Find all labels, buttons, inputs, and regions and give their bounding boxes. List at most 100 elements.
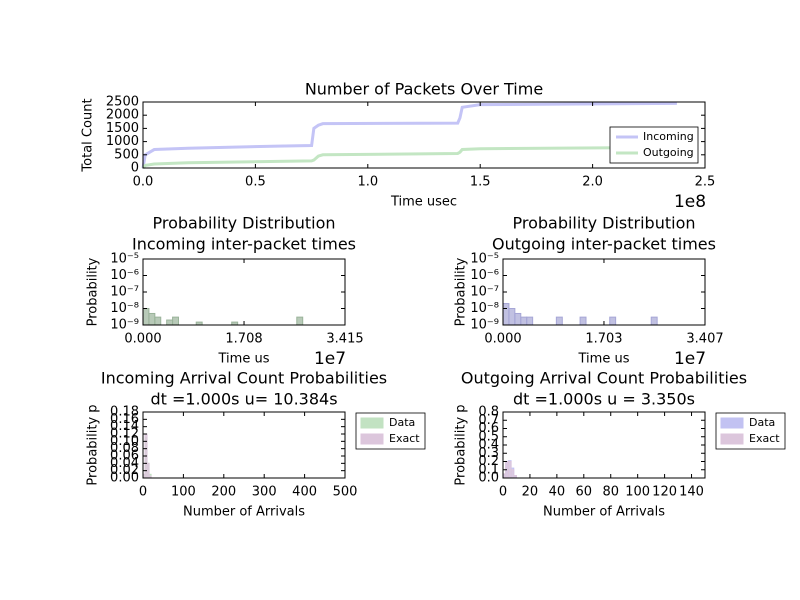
x-tick-label: 100 (625, 485, 650, 500)
y-tick-label: 0.08 (110, 441, 139, 456)
y-tick-label: 10⁻⁶ (110, 268, 139, 283)
y-axis-label: Probability p (454, 404, 469, 485)
x-tick-label: 80 (602, 485, 619, 500)
y-tick-label: 0.06 (110, 449, 139, 464)
axes-frame (502, 411, 706, 479)
x-tick-label: 2.0 (582, 175, 603, 190)
legend-swatch (360, 433, 384, 445)
legend-label: Outgoing (643, 146, 694, 159)
y-tick-label: 2000 (106, 108, 139, 123)
hist-bar (514, 312, 522, 326)
y-axis-label: Probability (454, 257, 469, 326)
chart-title: Outgoing Arrival Count Probabilities (461, 369, 747, 388)
hist-bar (166, 319, 174, 326)
x-tick-label: 0.000 (124, 332, 161, 347)
chart-title: Probability Distribution (512, 214, 695, 233)
x-tick-label: 1.5 (470, 175, 491, 190)
data-line (141, 101, 677, 169)
hist-bar (508, 308, 516, 326)
y-tick-label: 10⁻⁹ (110, 318, 139, 333)
x-axis-label: Number of Arrivals (183, 505, 305, 520)
y-tick-label: 10⁻⁷ (470, 285, 499, 300)
x-tick-label: 300 (252, 485, 277, 500)
legend-label: Data (389, 416, 415, 429)
y-tick-label: 0.5 (478, 429, 499, 444)
legend-label: Exact (749, 432, 780, 445)
x-tick-label: 140 (679, 485, 704, 500)
axes-frame (502, 258, 706, 326)
y-tick-label: 0.10 (110, 434, 139, 449)
y-tick-label: 10⁻⁸ (110, 301, 139, 316)
x-offset-label: 1e7 (314, 349, 346, 369)
x-tick-label: 0.000 (484, 332, 521, 347)
y-tick-label: 0.02 (110, 463, 139, 478)
hist-bar (650, 316, 658, 326)
y-tick-label: 0.14 (110, 419, 139, 434)
hist-bar (148, 312, 156, 326)
hist-bar (502, 303, 510, 326)
y-tick-label: 0.12 (110, 427, 139, 442)
chart-subtitle: dt =1.000s u= 10.384s (150, 390, 337, 409)
y-tick-label: 0.3 (478, 446, 499, 461)
y-tick-label: 0.6 (478, 421, 499, 436)
plot-area (141, 101, 677, 169)
hist-bar (526, 316, 534, 326)
y-tick-label: 10⁻⁵ (110, 252, 139, 267)
x-tick-label: 500 (333, 485, 358, 500)
x-axis-label: Time us (218, 352, 270, 367)
x-offset-label: 1e8 (674, 192, 706, 212)
y-tick-label: 0.16 (110, 412, 139, 427)
x-tick-label: 1.0 (357, 175, 378, 190)
hist-bar (579, 316, 587, 326)
chart-subtitle: dt =1.000s u = 3.350s (513, 390, 695, 409)
x-axis-label: Time us (578, 352, 630, 367)
axes-frame (142, 101, 706, 169)
y-tick-label: 0.8 (478, 405, 499, 420)
legend-label: Data (749, 416, 775, 429)
y-tick-label: 0.7 (478, 413, 499, 428)
x-tick-label: 1.708 (225, 332, 262, 347)
chart-title: Incoming Arrival Count Probabilities (101, 369, 387, 388)
y-tick-label: 10⁻⁹ (470, 318, 499, 333)
y-tick-label: 10⁻⁷ (110, 285, 139, 300)
x-tick-label: 40 (549, 485, 566, 500)
y-tick-label: 10⁻⁵ (470, 252, 499, 267)
hist-bar (609, 316, 617, 326)
y-tick-label: 0.00 (110, 471, 139, 486)
x-tick-label: 20 (522, 485, 539, 500)
y-tick-label: 500 (114, 147, 139, 162)
y-tick-label: 1500 (106, 121, 139, 136)
y-axis-label: Probability p (86, 404, 101, 485)
chart-subtitle: Incoming inter-packet times (132, 235, 356, 254)
hist-bar (154, 316, 162, 326)
chart-title: Number of Packets Over Time (305, 80, 543, 99)
hist-bar (142, 308, 150, 326)
x-tick-label: 120 (652, 485, 677, 500)
legend-label: Incoming (643, 130, 694, 143)
x-axis-label: Time usec (390, 195, 457, 210)
y-tick-label: 1000 (106, 134, 139, 149)
x-tick-label: 1.703 (585, 332, 622, 347)
y-tick-label: 0 (131, 161, 139, 176)
legend-label: Exact (389, 432, 420, 445)
x-tick-label: 0 (139, 485, 147, 500)
y-tick-label: 10⁻⁸ (470, 301, 499, 316)
y-tick-label: 0.1 (478, 462, 499, 477)
hist-bar (172, 316, 179, 326)
y-tick-label: 0.2 (478, 454, 499, 469)
axes-frame (142, 411, 346, 479)
y-tick-label: 2500 (106, 95, 139, 110)
axes-frame (142, 258, 346, 326)
plot-area (142, 308, 304, 326)
legend-swatch (720, 433, 744, 445)
chart-subtitle: Outgoing inter-packet times (492, 235, 716, 254)
y-tick-label: 0.4 (478, 438, 499, 453)
x-tick-label: 0 (499, 485, 507, 500)
legend-box (609, 126, 699, 164)
hist-bar (520, 316, 528, 326)
x-tick-label: 3.415 (326, 332, 363, 347)
hist-bar (296, 316, 304, 326)
chart-title: Probability Distribution (152, 214, 335, 233)
y-axis-label: Total Count (81, 98, 96, 172)
